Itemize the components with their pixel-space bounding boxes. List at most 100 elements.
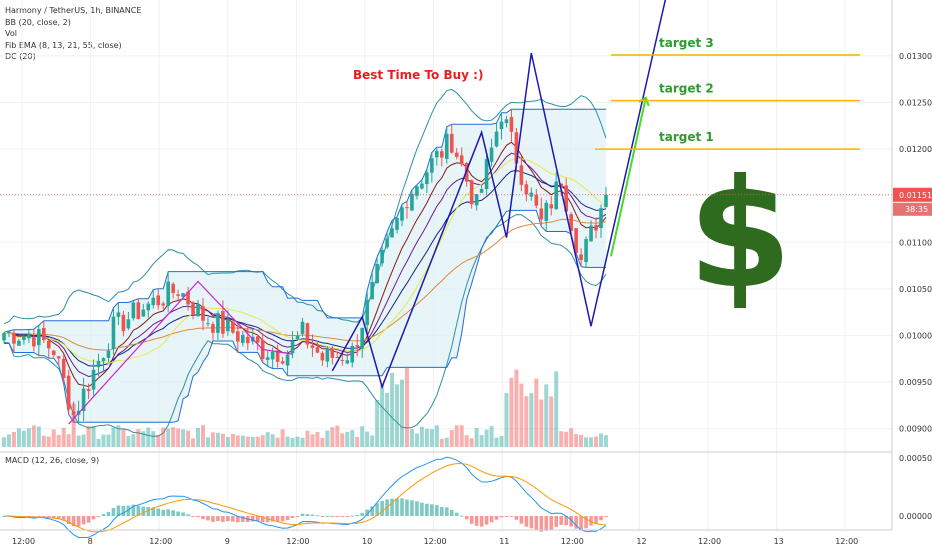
candle (42, 320, 46, 344)
candle-body (166, 281, 170, 306)
candle (245, 326, 250, 351)
volume-bar (220, 433, 225, 447)
candle-body (101, 358, 106, 362)
candle (12, 329, 16, 353)
legend-vol[interactable]: Vol (5, 29, 17, 38)
macd-histogram-bar (166, 509, 170, 517)
target-label-3: target 3 (659, 36, 714, 50)
macd-histogram-bar (440, 507, 444, 517)
macd-histogram-bar (544, 516, 549, 531)
macd-histogram-bar (474, 516, 479, 526)
candle-body (146, 303, 151, 311)
y-tick-label: 0.00900 (899, 425, 932, 434)
macd-histogram-bar (121, 505, 126, 517)
legend-fib-ema[interactable]: Fib EMA (8, 13, 21, 55, close) (5, 40, 122, 50)
volume-bars (2, 366, 608, 447)
volume-bar (250, 436, 255, 447)
macd-histogram-bar (499, 516, 504, 518)
candle-body (599, 208, 603, 228)
countdown-badge (893, 202, 932, 216)
volume-bar (91, 425, 96, 447)
macd-histogram-bar (96, 516, 101, 518)
y-tick-label: 0.01250 (899, 99, 932, 108)
macd-histogram-bar (390, 498, 394, 517)
bb-lower-line (3, 214, 607, 437)
macd-legend[interactable]: MACD (12, 26, close, 9) (5, 456, 100, 465)
candle (121, 310, 126, 337)
legend-symbol[interactable]: Harmony / TetherUS, 1h, BINANCE (5, 6, 142, 15)
candle-body (499, 121, 504, 130)
macd-histogram-bar (584, 516, 588, 529)
macd-histogram-bar (449, 509, 454, 517)
blue-wave (331, 0, 667, 390)
candle (201, 298, 205, 331)
candle (380, 245, 384, 267)
bollinger-bands (3, 88, 607, 437)
candle (534, 189, 539, 209)
candle-body (534, 194, 539, 206)
volume-bar (11, 431, 16, 447)
volume-bar (305, 430, 310, 447)
candle-body (265, 357, 270, 360)
candle-body (345, 360, 350, 364)
candle (27, 329, 31, 343)
candles (2, 109, 608, 423)
macd-histogram-bar (435, 505, 439, 517)
volume-bar (603, 435, 608, 447)
volume-bar (245, 436, 250, 447)
candle-body (405, 207, 409, 209)
macd-histogram-bar (549, 516, 554, 531)
macd-histogram-bar (554, 516, 559, 527)
macd-histogram-bar (196, 516, 200, 518)
candle (236, 324, 240, 353)
bb-basis-line (3, 158, 607, 364)
x-tick-label: 8 (88, 537, 93, 546)
legend-dc[interactable]: DC (20) (5, 52, 36, 61)
candle-body (584, 239, 588, 263)
macd-histogram-bar (430, 504, 434, 517)
macd-histogram-bar (355, 514, 360, 517)
y-tick-label: 0.01000 (899, 332, 932, 341)
macd-histogram-bar (330, 516, 335, 518)
candle (131, 300, 136, 321)
legend-bb[interactable]: BB (20, close, 2) (5, 17, 71, 27)
candle-body (514, 132, 519, 164)
candle (191, 301, 195, 320)
volume-bar (255, 436, 260, 447)
candle (280, 356, 285, 365)
candle (226, 310, 230, 336)
candle-body (81, 388, 86, 412)
candle (101, 357, 106, 373)
candle-body (519, 165, 524, 185)
macd-histogram-bar (101, 513, 106, 517)
macd-histogram-bar (469, 516, 474, 524)
candle (7, 330, 11, 338)
volume-bar (574, 434, 579, 447)
volume-bar (106, 434, 111, 447)
candle (176, 289, 180, 302)
candle (365, 290, 369, 334)
candle-body (479, 189, 484, 193)
candle-body (489, 147, 494, 162)
candle-body (380, 249, 384, 264)
candle-body (156, 295, 161, 306)
volume-bar (365, 431, 370, 447)
volume-bar (86, 426, 91, 447)
x-tick-label: 11 (499, 537, 509, 546)
volume-bar (564, 431, 569, 447)
macd-histogram-bar (275, 516, 280, 522)
volume-bar (499, 436, 504, 447)
macd-tick-label: 0.00000 (899, 512, 932, 521)
candle (310, 334, 315, 357)
volume-bar (21, 430, 26, 447)
volume-bar (569, 428, 574, 447)
candle (400, 204, 404, 227)
volume-bar (385, 393, 390, 447)
volume-bar (210, 432, 215, 447)
candle-body (420, 183, 424, 189)
volume-bar (166, 428, 171, 447)
candle (454, 147, 459, 160)
x-tick-label: 12:00 (12, 537, 35, 546)
